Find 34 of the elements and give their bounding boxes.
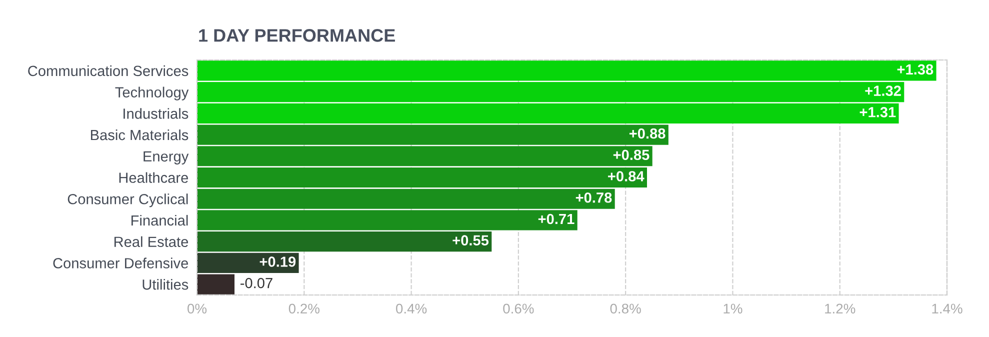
x-tick-label: 0.6% — [503, 304, 534, 314]
y-tick-label: Utilities — [142, 279, 188, 290]
data-label: +1.32 — [865, 86, 901, 96]
data-label: +0.84 — [608, 171, 644, 182]
x-tick-label: 0.4% — [396, 304, 427, 314]
x-tick-label: 1.2% — [825, 304, 856, 314]
bar — [197, 252, 299, 273]
y-tick-label: Real Estate — [114, 236, 188, 248]
y-tick-label: Consumer Defensive — [53, 258, 188, 268]
y-tick-label: Communication Services — [28, 65, 188, 76]
data-label: +0.55 — [452, 235, 489, 246]
x-tick-label: 0% — [188, 304, 207, 314]
data-label: +0.71 — [538, 214, 574, 224]
x-tick-label: 0.8% — [610, 304, 641, 314]
data-label: +1.31 — [860, 106, 896, 118]
data-label: +0.78 — [576, 192, 612, 203]
bar — [197, 232, 492, 252]
y-tick-label: Healthcare — [119, 172, 188, 183]
y-tick-label: Technology — [115, 86, 189, 100]
data-label: -0.07 — [240, 278, 272, 288]
x-tick-label: 0.2% — [288, 304, 320, 314]
data-label: +0.19 — [260, 256, 296, 267]
chart-title: 1 DAY PERFORMANCE — [199, 29, 395, 42]
x-tick-label: 1.4% — [932, 304, 962, 314]
x-tick-label: 1% — [724, 304, 742, 314]
y-tick-label: Financial — [132, 214, 188, 226]
y-tick-label: Energy — [144, 151, 189, 164]
y-tick-label: Industrials — [124, 108, 188, 119]
data-label: +0.85 — [613, 150, 650, 160]
y-tick-label: Basic Materials — [90, 129, 188, 140]
data-label: +1.38 — [897, 64, 934, 75]
data-label: +0.88 — [629, 128, 666, 139]
bar — [197, 274, 234, 294]
y-tick-label: Consumer Cyclical — [68, 194, 188, 208]
